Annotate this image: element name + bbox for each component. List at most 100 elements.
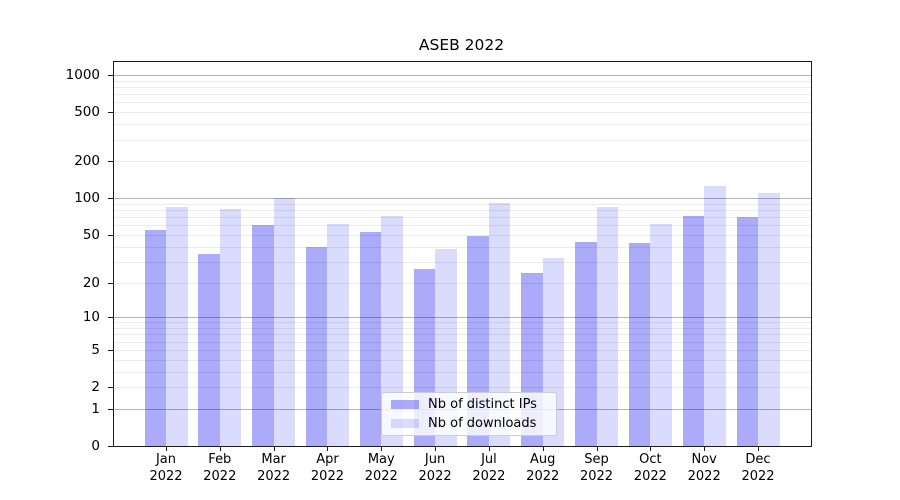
x-tick-year: 2022 xyxy=(633,469,667,484)
bar-sep-distinct-ips xyxy=(575,241,597,446)
bar-feb-distinct-ips xyxy=(198,253,220,446)
x-tick xyxy=(542,447,544,451)
bar-may-distinct-ips xyxy=(359,231,382,446)
gridline-major xyxy=(114,198,811,200)
y-tick-label: 50 xyxy=(82,226,100,243)
y-tick xyxy=(108,74,113,76)
x-tick-year: 2022 xyxy=(364,469,398,484)
x-tick-year: 2022 xyxy=(579,469,614,484)
x-tick-year: 2022 xyxy=(203,469,237,484)
x-tick-label: Mar 2022 xyxy=(242,451,306,485)
y-tick xyxy=(108,112,113,114)
bar-may-downloads xyxy=(381,215,403,446)
y-tick-label: 1 xyxy=(91,400,100,417)
y-tick xyxy=(108,349,113,351)
x-tick xyxy=(488,447,490,451)
legend-swatch-distinct-ips xyxy=(391,400,419,409)
gridline-minor xyxy=(114,225,811,227)
legend-label-distinct-ips: Nb of distinct IPs xyxy=(428,397,537,412)
bar-apr-downloads xyxy=(327,224,349,446)
x-tick-year: 2022 xyxy=(687,469,721,484)
plot-area: Nb of distinct IPs Nb of downloads xyxy=(113,61,812,447)
y-tick xyxy=(108,282,113,284)
gridline-minor xyxy=(114,359,811,361)
x-tick xyxy=(758,447,759,451)
legend-label-downloads: Nb of downloads xyxy=(428,416,537,431)
y-tick-label: 10 xyxy=(82,309,100,326)
gridline-minor xyxy=(114,234,811,236)
gridline-minor xyxy=(114,217,811,219)
gridline-major xyxy=(114,74,811,76)
x-tick-label: Sep 2022 xyxy=(565,451,629,485)
gridline-major xyxy=(114,317,811,319)
gridline-minor xyxy=(114,203,811,205)
x-tick-year: 2022 xyxy=(257,469,291,484)
gridline-minor xyxy=(114,139,811,141)
x-tick xyxy=(596,447,598,451)
legend-swatch-downloads xyxy=(391,419,419,428)
x-tick-label: Nov 2022 xyxy=(672,451,736,485)
y-tick xyxy=(108,387,113,388)
bar-mar-distinct-ips xyxy=(252,225,274,446)
x-tick xyxy=(166,447,167,451)
x-tick-year: 2022 xyxy=(741,469,775,484)
bar-oct-distinct-ips xyxy=(628,242,651,446)
y-tick xyxy=(108,234,113,236)
bar-jan-downloads xyxy=(166,206,188,446)
bar-jul-downloads xyxy=(488,203,511,446)
legend: Nb of distinct IPs Nb of downloads xyxy=(381,392,557,436)
bar-sep-downloads xyxy=(596,206,619,446)
x-tick xyxy=(327,447,329,451)
y-tick-label: 1000 xyxy=(65,66,100,83)
gridline-minor xyxy=(114,94,811,96)
y-tick-label: 500 xyxy=(74,104,100,121)
bar-nov-downloads xyxy=(704,186,726,446)
gridline-minor xyxy=(114,341,811,343)
y-tick xyxy=(108,446,113,447)
gridline-minor xyxy=(114,246,811,248)
gridline-minor xyxy=(114,371,811,373)
gridline-minor xyxy=(114,322,811,324)
y-tick xyxy=(108,161,113,163)
x-tick-year: 2022 xyxy=(310,469,344,484)
y-tick-label: 200 xyxy=(74,153,100,170)
gridline-minor xyxy=(114,282,811,284)
x-tick-label: May 2022 xyxy=(349,451,413,485)
x-tick xyxy=(704,447,706,451)
gridline-minor xyxy=(114,210,811,211)
y-tick-label: 100 xyxy=(74,190,100,207)
bar-feb-downloads xyxy=(219,209,242,446)
x-tick-label: Jun 2022 xyxy=(403,451,467,485)
x-tick xyxy=(273,447,275,451)
y-tick-label: 0 xyxy=(91,438,100,454)
y-tick xyxy=(108,198,113,200)
x-tick-label: Apr 2022 xyxy=(295,451,359,485)
gridline-minor xyxy=(114,387,811,388)
gridline-minor xyxy=(114,161,811,163)
x-tick-year: 2022 xyxy=(526,469,560,484)
bar-mar-downloads xyxy=(273,197,296,446)
x-tick-label: Feb 2022 xyxy=(188,451,252,485)
x-tick xyxy=(381,447,383,451)
bar-dec-distinct-ips xyxy=(736,217,758,446)
x-tick xyxy=(219,447,221,451)
bar-oct-downloads xyxy=(650,223,672,446)
y-tick-label: 2 xyxy=(91,379,100,395)
gridline-minor xyxy=(114,334,811,336)
x-tick-label: Aug 2022 xyxy=(511,451,575,485)
gridline-minor xyxy=(114,328,811,329)
y-tick xyxy=(108,317,113,319)
bar-apr-distinct-ips xyxy=(305,246,328,446)
x-tick-label: Jul 2022 xyxy=(457,451,521,485)
x-tick-year: 2022 xyxy=(149,469,183,484)
x-tick-year: 2022 xyxy=(472,469,506,484)
legend-item-distinct-ips: Nb of distinct IPs xyxy=(382,397,556,413)
gridline-minor xyxy=(114,86,811,88)
bar-dec-downloads xyxy=(758,193,780,446)
gridline-minor xyxy=(114,124,811,126)
gridline-minor xyxy=(114,102,811,104)
x-tick xyxy=(650,447,652,451)
y-tick-label: 20 xyxy=(82,274,100,291)
bar-jan-distinct-ips xyxy=(144,229,166,446)
